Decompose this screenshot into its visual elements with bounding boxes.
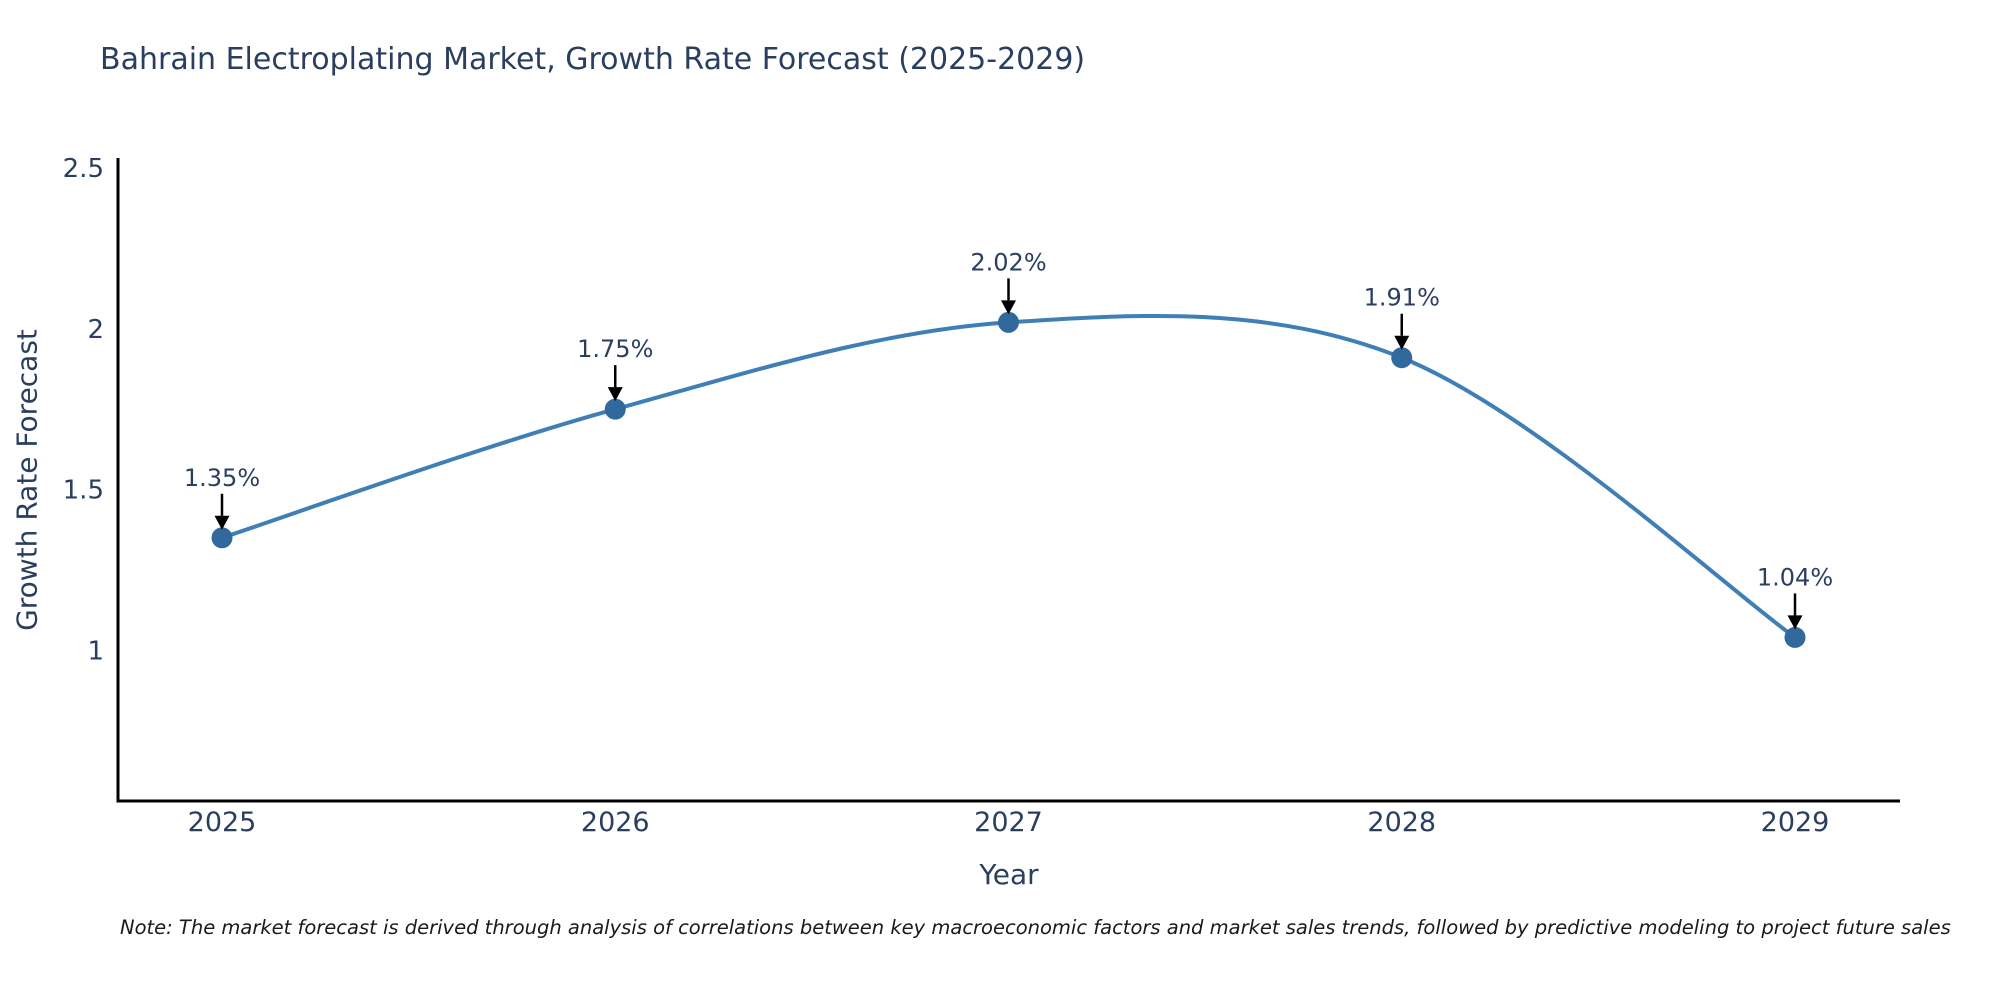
- data-point-marker: [604, 398, 626, 420]
- x-tick-label: 2029: [1761, 807, 1830, 838]
- annotation-arrow-head: [607, 387, 623, 402]
- annotation-arrow-head: [1394, 335, 1410, 350]
- data-point-label: 1.75%: [577, 335, 653, 363]
- axis-lines: [116, 158, 1900, 803]
- data-point-marker: [1391, 347, 1413, 369]
- x-tick-label: 2025: [188, 807, 257, 838]
- data-point-marker: [211, 527, 233, 549]
- annotation-arrow-head: [1787, 615, 1803, 630]
- trace-line: [220, 313, 1797, 640]
- x-tick-label: 2026: [581, 807, 650, 838]
- y-tick-label: 1: [87, 636, 104, 666]
- chart-title: Bahrain Electroplating Market, Growth Ra…: [100, 42, 1086, 77]
- y-tick-label: 2.5: [63, 154, 104, 184]
- data-point-marker: [998, 311, 1019, 333]
- y-tick-label: 1.5: [63, 476, 104, 506]
- data-point-label: 1.35%: [184, 464, 260, 492]
- data-point-label: 2.02%: [970, 248, 1046, 276]
- footnote: Note: The market forecast is derived thr…: [120, 916, 1951, 939]
- x-tick-label: 2027: [974, 807, 1043, 838]
- data-point-label: 1.04%: [1757, 563, 1833, 591]
- y-axis-title: Growth Rate Forecast: [10, 329, 44, 631]
- y-tick-label: 2: [87, 315, 104, 345]
- x-tick-label: 2028: [1367, 807, 1436, 838]
- data-point-marker: [1784, 626, 1806, 648]
- annotation-arrow-head: [214, 515, 230, 530]
- data-point-label: 1.91%: [1364, 284, 1440, 312]
- annotation-arrow-head: [1001, 300, 1016, 315]
- x-axis-title: Year: [979, 858, 1039, 891]
